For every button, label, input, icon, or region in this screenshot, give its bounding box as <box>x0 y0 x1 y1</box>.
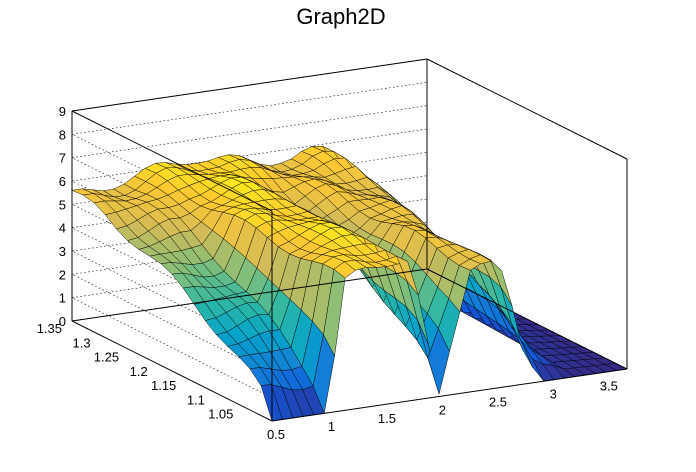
frame-edge <box>71 268 428 322</box>
surface-mesh <box>71 146 628 422</box>
frame-edge <box>426 58 628 160</box>
frame-edge <box>71 320 273 422</box>
y-tick-label: 1.15 <box>151 378 176 393</box>
y-tick-label: 1.25 <box>94 350 119 365</box>
x-tick-label: 2 <box>439 403 446 418</box>
x-tick-label: 1 <box>328 419 335 434</box>
frame-edge <box>271 368 628 422</box>
z-tick-label: 7 <box>59 151 66 166</box>
frame-edge <box>71 58 428 112</box>
y-tick-label: 1.35 <box>37 321 62 336</box>
z-tick-label: 9 <box>59 104 66 119</box>
z-tick-label: 5 <box>59 197 66 212</box>
z-tick-label: 1 <box>59 291 66 306</box>
chart-title: Graph2D <box>296 4 385 29</box>
z-tick-label: 8 <box>59 127 66 142</box>
z-tick-label: 4 <box>59 221 66 236</box>
x-tick-label: 3.5 <box>600 378 618 393</box>
z-tick-label: 2 <box>59 267 66 282</box>
x-tick-label: 2.5 <box>489 395 507 410</box>
axis-frame <box>71 58 628 422</box>
frame-edge <box>71 110 273 212</box>
y-tick-label: 1.1 <box>187 392 205 407</box>
y-tick-label: 1.05 <box>208 407 233 422</box>
x-tick-label: 0.5 <box>267 427 285 442</box>
frame-edge <box>426 268 628 370</box>
x-tick-label: 3 <box>550 386 557 401</box>
y-tick-label: 1.3 <box>73 335 91 350</box>
z-tick-label: 3 <box>59 244 66 259</box>
tick-labels: 0.5 1 1.5 2 2.5 3 3.5 1.051.1 1.151.2 1.251.3 1.35… <box>37 104 618 442</box>
x-tick-label: 1.5 <box>378 411 396 426</box>
z-tick-label: 6 <box>59 174 66 189</box>
y-tick-label: 1.2 <box>130 364 148 379</box>
z-tick-label: 0 <box>59 314 66 329</box>
